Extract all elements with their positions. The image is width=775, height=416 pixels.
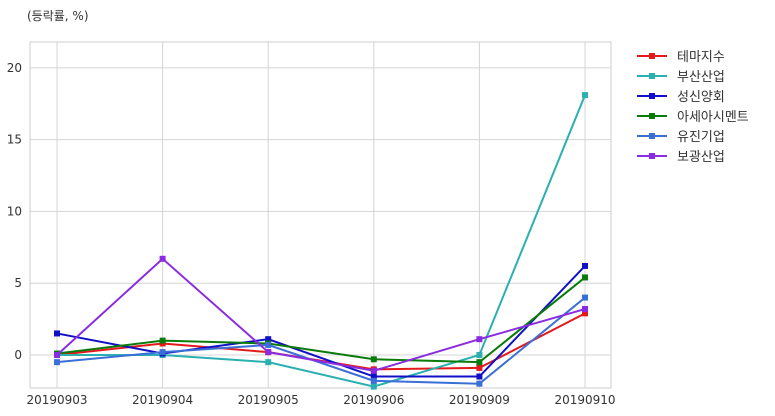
data-point [476,373,483,380]
y-tick-label: 20 [7,61,22,75]
legend-marker [649,113,655,119]
data-point [370,377,377,384]
data-point [582,262,588,269]
data-point [370,356,377,363]
data-point [476,359,483,366]
unit-label: (등락률, %) [27,9,89,23]
data-point [265,349,272,356]
data-point [370,383,377,390]
legend-marker [649,153,655,159]
series-line [56,257,586,372]
series-line [57,94,586,388]
data-point [159,337,166,344]
data-point [265,359,272,366]
legend-marker [649,53,655,59]
axis-tick-labels: 0 5 10 15 20 20190903 20190904 20190905 20190906… [7,61,616,407]
data-point [582,274,588,281]
legend-label: 유진기업 [677,130,725,145]
data-point [159,255,166,262]
series-line [56,276,586,364]
data-point [265,341,272,348]
legend-marker [649,73,655,79]
data-point [476,364,483,371]
legend-label: 보광산업 [677,150,725,165]
data-point [582,306,588,313]
data-point [476,380,483,387]
data-point [265,336,272,343]
x-tick-label: 20190905 [238,393,299,407]
data-point [476,351,483,358]
data-point [54,330,60,337]
plot-area [29,41,612,389]
series-line [56,265,586,378]
data-point [370,367,377,374]
data-point [159,349,166,356]
series-line [56,296,586,385]
x-tick-label: 20190910 [554,393,615,407]
data-point [476,336,483,343]
data-point [370,373,377,380]
y-tick-label: 0 [14,348,22,362]
data-point [582,92,588,99]
data-point [582,294,588,301]
y-tick-label: 10 [7,204,22,218]
x-tick-label: 20190903 [26,393,87,407]
y-tick-label: 15 [7,133,22,147]
grid-lines [30,42,611,388]
data-point [54,359,60,366]
data-point [54,351,60,358]
legend-marker [649,133,655,139]
x-tick-label: 20190904 [132,393,193,407]
series-lines [54,92,588,390]
legend-marker [649,93,655,99]
data-point [582,310,588,317]
legend-label: 부산산업 [677,70,725,85]
x-tick-label: 20190906 [343,393,404,407]
y-tick-label: 5 [14,276,22,290]
x-tick-label: 20190909 [449,393,510,407]
legend-label: 아세아시멘트 [677,110,749,125]
legend-label: 성신양회 [677,90,725,105]
legend-label: 테마지수 [677,50,725,65]
